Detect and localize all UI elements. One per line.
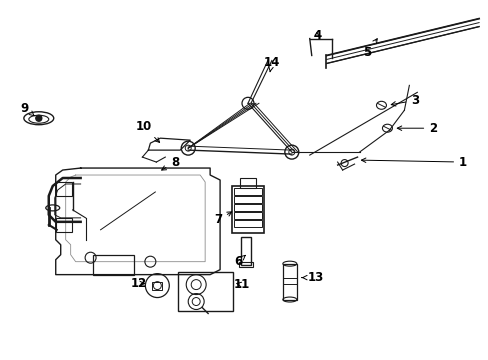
Text: 2: 2 [396,122,436,135]
Text: 11: 11 [233,278,250,291]
Text: 7: 7 [214,212,231,226]
Bar [234,220,262,227]
Circle shape [36,115,41,121]
Bar [282,264,296,300]
Text: 14: 14 [263,56,280,72]
Text: 4: 4 [313,29,321,42]
Text: 1: 1 [361,156,466,168]
Bar [178,272,233,311]
Bar [56,182,72,196]
Bar [234,188,262,195]
Bar [152,282,162,289]
Bar [92,255,134,275]
Bar [240,178,255,188]
Bar [234,204,262,211]
Bar [239,262,252,267]
Text: 6: 6 [233,255,245,268]
Text: 9: 9 [20,102,34,116]
Bar [234,196,262,203]
Text: 5: 5 [363,39,376,59]
Bar [232,186,264,233]
Text: 3: 3 [390,94,419,107]
Text: 12: 12 [130,277,146,290]
Text: 13: 13 [302,271,323,284]
Text: 8: 8 [162,156,179,170]
Bar [241,237,250,265]
Bar [56,218,72,232]
Bar [234,212,262,219]
Text: 10: 10 [135,120,159,143]
